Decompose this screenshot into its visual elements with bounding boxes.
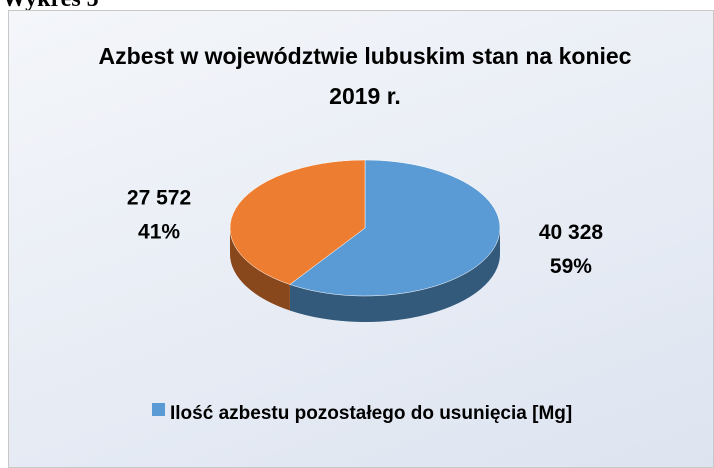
slice-side: [289, 228, 500, 322]
legend-label: Ilość azbestu pozostałego do usunięcia […: [170, 403, 573, 424]
caption: Wykres 5: [2, 0, 99, 13]
legend-swatch: [152, 403, 165, 416]
percent-label: 59%: [550, 255, 592, 278]
slice-shade: [230, 228, 290, 311]
slice-side: [230, 228, 290, 311]
slice: [289, 159, 501, 297]
data-label: 27 572: [127, 186, 191, 209]
percent-label: 41%: [138, 220, 180, 243]
slice: [229, 159, 366, 285]
slice-shade: [289, 228, 500, 322]
chart-title: Azbest w województwie lubuskim stan na k…: [98, 43, 632, 109]
data-label: 40 328: [539, 221, 604, 244]
